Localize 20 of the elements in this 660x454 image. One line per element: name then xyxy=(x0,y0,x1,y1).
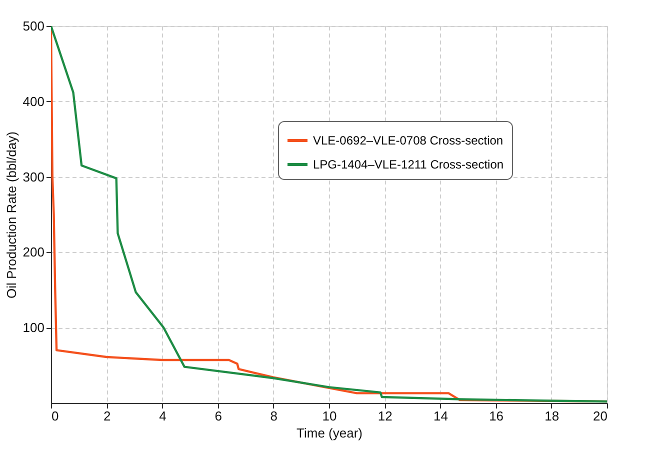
x-tick-label: 6 xyxy=(214,408,222,424)
x-tick-label: 18 xyxy=(544,408,560,424)
x-tick-label: 20 xyxy=(593,408,608,424)
x-tick-label: 2 xyxy=(103,408,111,424)
x-axis-title: Time (year) xyxy=(296,426,362,440)
y-tick-label: 500 xyxy=(22,18,44,34)
x-tick-label: 12 xyxy=(378,408,392,424)
y-axis-title: Oil Production Rate (bbl/day) xyxy=(4,132,19,298)
y-tick-label: 100 xyxy=(22,320,44,336)
y-tick-label: 300 xyxy=(22,169,44,184)
x-tick-label: 14 xyxy=(433,408,448,424)
x-tick-label: 8 xyxy=(270,408,278,424)
y-tick-label: 400 xyxy=(22,94,44,109)
x-tick-label: 16 xyxy=(489,408,504,424)
x-tick-label: 10 xyxy=(322,408,337,424)
legend-label: VLE-0692–VLE-0708 Cross-section xyxy=(313,134,504,148)
y-tick-label: 200 xyxy=(22,244,44,260)
x-tick-label: 4 xyxy=(159,408,166,424)
x-tick-label: 0 xyxy=(52,408,59,424)
legend-label: LPG-1404–VLE-1211 Cross-section xyxy=(313,158,504,172)
